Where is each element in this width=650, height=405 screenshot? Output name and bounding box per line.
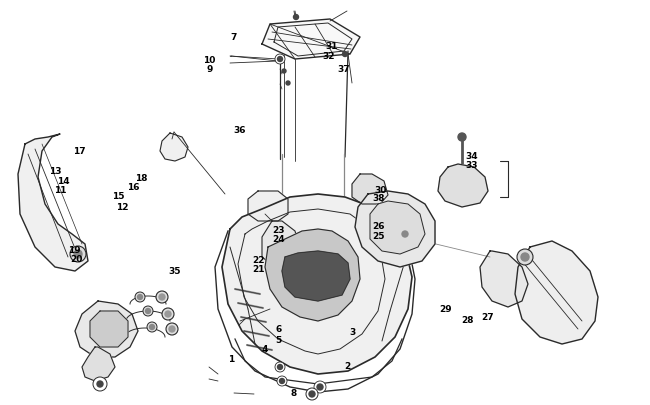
Text: 16: 16 xyxy=(127,183,140,192)
Circle shape xyxy=(397,226,413,243)
Circle shape xyxy=(93,377,107,391)
Text: 5: 5 xyxy=(275,335,281,344)
Text: 3: 3 xyxy=(349,328,356,337)
Text: 36: 36 xyxy=(233,126,246,135)
Text: 19: 19 xyxy=(68,246,81,255)
Circle shape xyxy=(166,323,178,335)
Circle shape xyxy=(70,246,86,262)
Polygon shape xyxy=(515,241,598,344)
Circle shape xyxy=(343,52,348,58)
Circle shape xyxy=(147,322,157,332)
Text: 29: 29 xyxy=(439,304,452,313)
Text: 23: 23 xyxy=(272,226,285,234)
Circle shape xyxy=(294,15,298,20)
Text: 25: 25 xyxy=(372,231,385,240)
Circle shape xyxy=(146,309,151,314)
Text: 30: 30 xyxy=(374,185,387,194)
Polygon shape xyxy=(265,230,360,321)
Circle shape xyxy=(517,249,533,265)
Text: 34: 34 xyxy=(465,151,478,160)
Polygon shape xyxy=(82,347,115,381)
Polygon shape xyxy=(480,252,528,307)
Circle shape xyxy=(275,55,285,65)
Polygon shape xyxy=(248,192,288,222)
Polygon shape xyxy=(18,135,88,271)
Polygon shape xyxy=(355,192,435,267)
Circle shape xyxy=(135,292,145,302)
Text: 11: 11 xyxy=(53,185,66,194)
Polygon shape xyxy=(438,164,488,207)
Circle shape xyxy=(278,364,283,370)
Text: 8: 8 xyxy=(291,388,297,396)
Circle shape xyxy=(159,294,165,300)
Circle shape xyxy=(458,134,466,142)
Polygon shape xyxy=(90,311,128,347)
Circle shape xyxy=(278,58,283,62)
Text: 31: 31 xyxy=(325,42,338,51)
Circle shape xyxy=(282,70,286,74)
Text: 9: 9 xyxy=(206,65,213,74)
Circle shape xyxy=(74,250,82,258)
Circle shape xyxy=(306,388,318,400)
Circle shape xyxy=(314,381,326,393)
Circle shape xyxy=(143,306,153,316)
Text: 32: 32 xyxy=(322,51,335,60)
Text: 18: 18 xyxy=(135,174,148,183)
Text: 37: 37 xyxy=(337,65,350,74)
Circle shape xyxy=(402,231,408,237)
Circle shape xyxy=(162,308,174,320)
Circle shape xyxy=(317,384,323,390)
Text: 2: 2 xyxy=(344,361,351,370)
Polygon shape xyxy=(262,222,300,267)
Polygon shape xyxy=(352,175,388,205)
Circle shape xyxy=(277,376,287,386)
Polygon shape xyxy=(222,194,412,374)
Text: 21: 21 xyxy=(252,265,265,274)
Circle shape xyxy=(309,391,315,397)
Circle shape xyxy=(280,379,285,384)
Text: 15: 15 xyxy=(112,192,125,201)
Circle shape xyxy=(286,82,290,86)
Text: 22: 22 xyxy=(252,256,265,264)
Circle shape xyxy=(169,326,175,332)
Text: 4: 4 xyxy=(262,345,268,354)
Text: 7: 7 xyxy=(231,33,237,42)
Text: 14: 14 xyxy=(57,177,70,186)
Polygon shape xyxy=(75,301,138,357)
Circle shape xyxy=(138,295,142,300)
Text: 38: 38 xyxy=(372,194,385,203)
Circle shape xyxy=(165,311,171,317)
Text: 35: 35 xyxy=(168,266,181,275)
Polygon shape xyxy=(370,202,425,254)
Text: 13: 13 xyxy=(49,166,62,175)
Polygon shape xyxy=(160,134,188,162)
Circle shape xyxy=(275,362,285,372)
Text: 26: 26 xyxy=(372,222,385,230)
Text: 6: 6 xyxy=(275,324,281,333)
Text: 10: 10 xyxy=(203,55,216,64)
Polygon shape xyxy=(262,20,360,60)
Circle shape xyxy=(97,381,103,387)
Circle shape xyxy=(150,325,155,330)
Text: 20: 20 xyxy=(70,254,83,263)
Text: 17: 17 xyxy=(73,146,86,155)
Text: 27: 27 xyxy=(481,312,494,321)
Text: 24: 24 xyxy=(272,234,285,243)
Polygon shape xyxy=(282,252,350,301)
Text: 12: 12 xyxy=(116,202,129,211)
Circle shape xyxy=(156,291,168,303)
Circle shape xyxy=(521,254,529,261)
Text: 28: 28 xyxy=(462,315,474,324)
Text: 1: 1 xyxy=(227,354,234,363)
Text: 33: 33 xyxy=(465,161,478,170)
